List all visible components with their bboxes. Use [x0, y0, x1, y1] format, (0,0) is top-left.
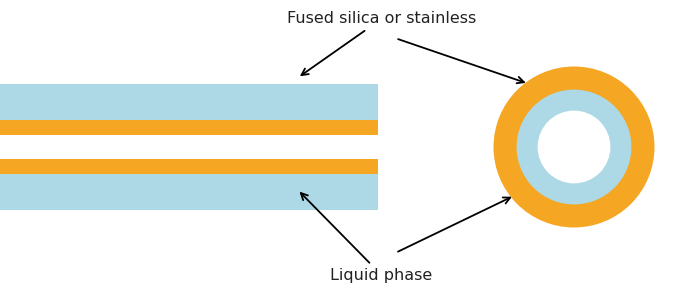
- Bar: [0, 174, 378, 210]
- Ellipse shape: [517, 90, 631, 204]
- Text: Fused silica or stainless: Fused silica or stainless: [287, 11, 476, 75]
- Bar: [0, 159, 378, 210]
- Bar: [0, 84, 378, 120]
- Bar: [0, 84, 378, 135]
- Text: Liquid phase: Liquid phase: [301, 193, 433, 283]
- Ellipse shape: [494, 66, 654, 228]
- Ellipse shape: [538, 111, 610, 183]
